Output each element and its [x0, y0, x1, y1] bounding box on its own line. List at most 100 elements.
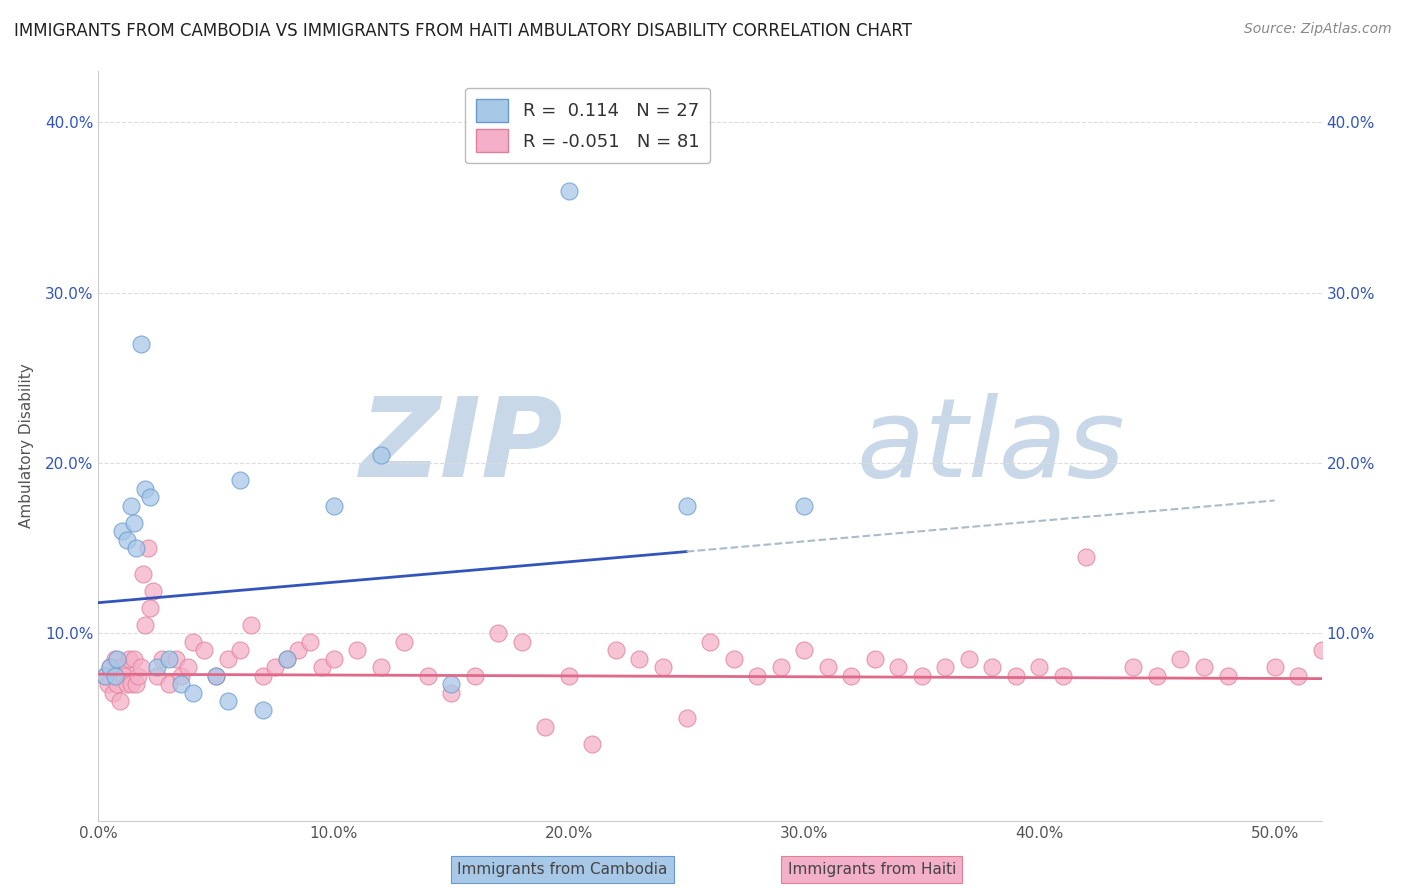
Point	[125, 541, 148, 556]
Point	[1028, 660, 1050, 674]
Point	[104, 669, 127, 683]
Point	[1310, 643, 1333, 657]
Point	[723, 652, 745, 666]
Point	[934, 660, 956, 674]
Point	[170, 669, 193, 683]
Point	[181, 635, 204, 649]
Point	[263, 660, 285, 674]
Point	[558, 669, 581, 683]
Point	[675, 499, 697, 513]
Point	[416, 669, 439, 683]
Point	[205, 669, 228, 683]
Point	[129, 660, 152, 674]
Text: ZIP: ZIP	[360, 392, 564, 500]
Y-axis label: Ambulatory Disability: Ambulatory Disability	[18, 364, 34, 528]
Point	[1146, 669, 1168, 683]
Point	[115, 677, 138, 691]
Point	[111, 660, 134, 674]
Point	[911, 669, 934, 683]
Point	[98, 660, 121, 674]
Point	[769, 660, 792, 674]
Point	[276, 652, 298, 666]
Point	[793, 499, 815, 513]
Text: IMMIGRANTS FROM CAMBODIA VS IMMIGRANTS FROM HAITI AMBULATORY DISABILITY CORRELAT: IMMIGRANTS FROM CAMBODIA VS IMMIGRANTS F…	[14, 22, 912, 40]
Point	[675, 711, 697, 725]
Point	[1122, 660, 1144, 674]
Point	[98, 660, 121, 674]
Text: Immigrants from Haiti: Immigrants from Haiti	[787, 863, 956, 877]
Point	[97, 677, 120, 691]
Point	[122, 652, 145, 666]
Point	[132, 566, 155, 581]
Point	[111, 524, 134, 538]
Point	[181, 686, 204, 700]
Point	[240, 617, 263, 632]
Point	[1264, 660, 1286, 674]
Point	[1192, 660, 1215, 674]
Point	[120, 499, 142, 513]
Point	[1216, 669, 1239, 683]
Point	[146, 669, 169, 683]
Point	[1170, 652, 1192, 666]
Point	[287, 643, 309, 657]
Point	[134, 482, 156, 496]
Point	[1004, 669, 1026, 683]
Point	[136, 541, 159, 556]
Point	[1052, 669, 1074, 683]
Point	[1286, 669, 1309, 683]
Point	[581, 737, 603, 751]
Point	[122, 516, 145, 530]
Point	[217, 694, 239, 708]
Point	[252, 669, 274, 683]
Point	[311, 660, 333, 674]
Point	[276, 652, 298, 666]
Point	[252, 703, 274, 717]
Point	[440, 677, 463, 691]
Point	[1076, 549, 1098, 564]
Point	[228, 643, 250, 657]
Point	[205, 669, 228, 683]
Point	[118, 652, 141, 666]
Point	[863, 652, 886, 666]
Point	[112, 669, 135, 683]
Point	[887, 660, 910, 674]
Point	[157, 677, 180, 691]
Point	[628, 652, 651, 666]
Point	[392, 635, 416, 649]
Point	[105, 652, 128, 666]
Point	[141, 583, 163, 598]
Text: Source: ZipAtlas.com: Source: ZipAtlas.com	[1244, 22, 1392, 37]
Point	[108, 694, 131, 708]
Point	[134, 617, 156, 632]
Point	[105, 677, 128, 691]
Point	[299, 635, 322, 649]
Point	[104, 652, 127, 666]
Point	[322, 499, 344, 513]
Point	[534, 720, 557, 734]
Point	[150, 652, 173, 666]
Point	[94, 669, 117, 683]
Point	[94, 669, 117, 683]
Point	[957, 652, 980, 666]
Point	[177, 660, 200, 674]
Text: atlas: atlas	[856, 392, 1125, 500]
Point	[1334, 677, 1357, 691]
Point	[370, 660, 392, 674]
Point	[146, 660, 169, 674]
Point	[839, 669, 862, 683]
Point	[699, 635, 721, 649]
Point	[652, 660, 675, 674]
Point	[193, 643, 215, 657]
Point	[101, 686, 124, 700]
Point	[605, 643, 627, 657]
Legend: R =  0.114   N = 27, R = -0.051   N = 81: R = 0.114 N = 27, R = -0.051 N = 81	[465, 88, 710, 163]
Point	[139, 600, 162, 615]
Point	[981, 660, 1004, 674]
Point	[370, 448, 392, 462]
Point	[115, 533, 138, 547]
Point	[129, 336, 152, 351]
Point	[228, 473, 250, 487]
Point	[125, 677, 148, 691]
Point	[486, 626, 509, 640]
Point	[322, 652, 344, 666]
